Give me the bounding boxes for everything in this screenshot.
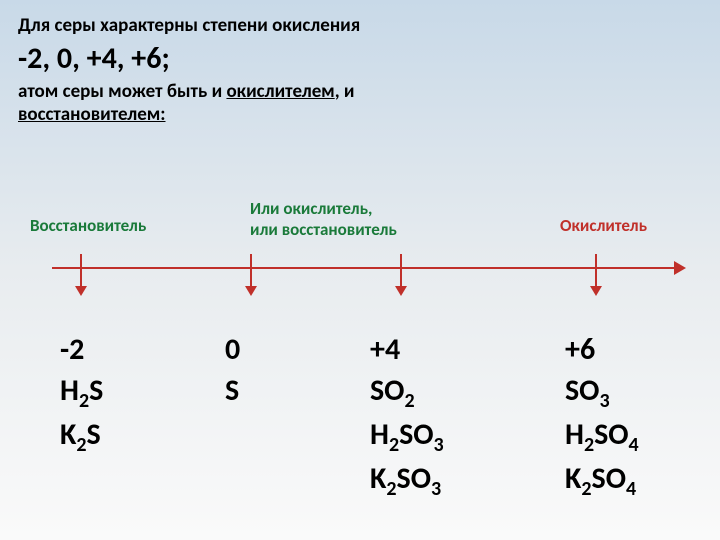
oxidation-states: -2, 0, +4, +6; <box>18 40 170 77</box>
oxidation-column: +4SO2 H2SO3 K2SO3 <box>370 330 444 503</box>
header-line2-post: , и <box>335 80 355 103</box>
oxidation-state-value: 0 <box>225 330 240 371</box>
header-line1: Для серы характерны степени окисления <box>18 14 360 37</box>
oxidation-state-value: +6 <box>565 330 639 371</box>
oxidizer-label: Окислитель <box>560 215 647 236</box>
header-line2-pre: атом серы может быть и <box>18 80 226 103</box>
reducer-label: Восстановитель <box>30 215 146 236</box>
compound-formula: SO3 <box>565 371 639 415</box>
axis-tick-arrow-icon <box>245 286 257 296</box>
axis-line <box>52 267 677 269</box>
axis-tick-arrow-icon <box>75 286 87 296</box>
compound-formula: H2S <box>60 371 103 415</box>
axis-tick-arrow-icon <box>395 286 407 296</box>
header-line3: восстановителем: <box>18 103 166 126</box>
axis-tick <box>250 254 252 288</box>
compound-formula: K2S <box>60 415 103 459</box>
oxidation-column: +6SO3 H2SO4 K2SO4 <box>565 330 639 503</box>
axis-tick-arrow-icon <box>590 286 602 296</box>
oxidation-state-value: -2 <box>60 330 103 371</box>
axis-arrowhead-icon <box>674 261 686 275</box>
axis-tick <box>400 254 402 288</box>
either-label: Или окислитель, или восстановитель <box>250 198 397 240</box>
oxidation-column: -2H2SK2S <box>60 330 103 459</box>
header-line2: атом серы может быть и окислителем, и <box>18 80 354 103</box>
compound-formula: SO2 <box>370 371 444 415</box>
compound-formula: H2SO3 <box>370 415 444 459</box>
axis-tick <box>595 254 597 288</box>
oxidation-state-value: +4 <box>370 330 444 371</box>
oxidation-column: 0S <box>225 330 240 411</box>
compound-formula: H2SO4 <box>565 415 639 459</box>
compound-formula: S <box>225 371 240 412</box>
header-line2-oxidizer: окислителем <box>226 80 334 103</box>
compound-formula: K2SO3 <box>370 459 444 503</box>
axis-tick <box>80 254 82 288</box>
compound-formula: K2SO4 <box>565 459 639 503</box>
either-label-line2: или восстановитель <box>250 219 397 240</box>
either-label-line1: Или окислитель, <box>250 198 397 219</box>
